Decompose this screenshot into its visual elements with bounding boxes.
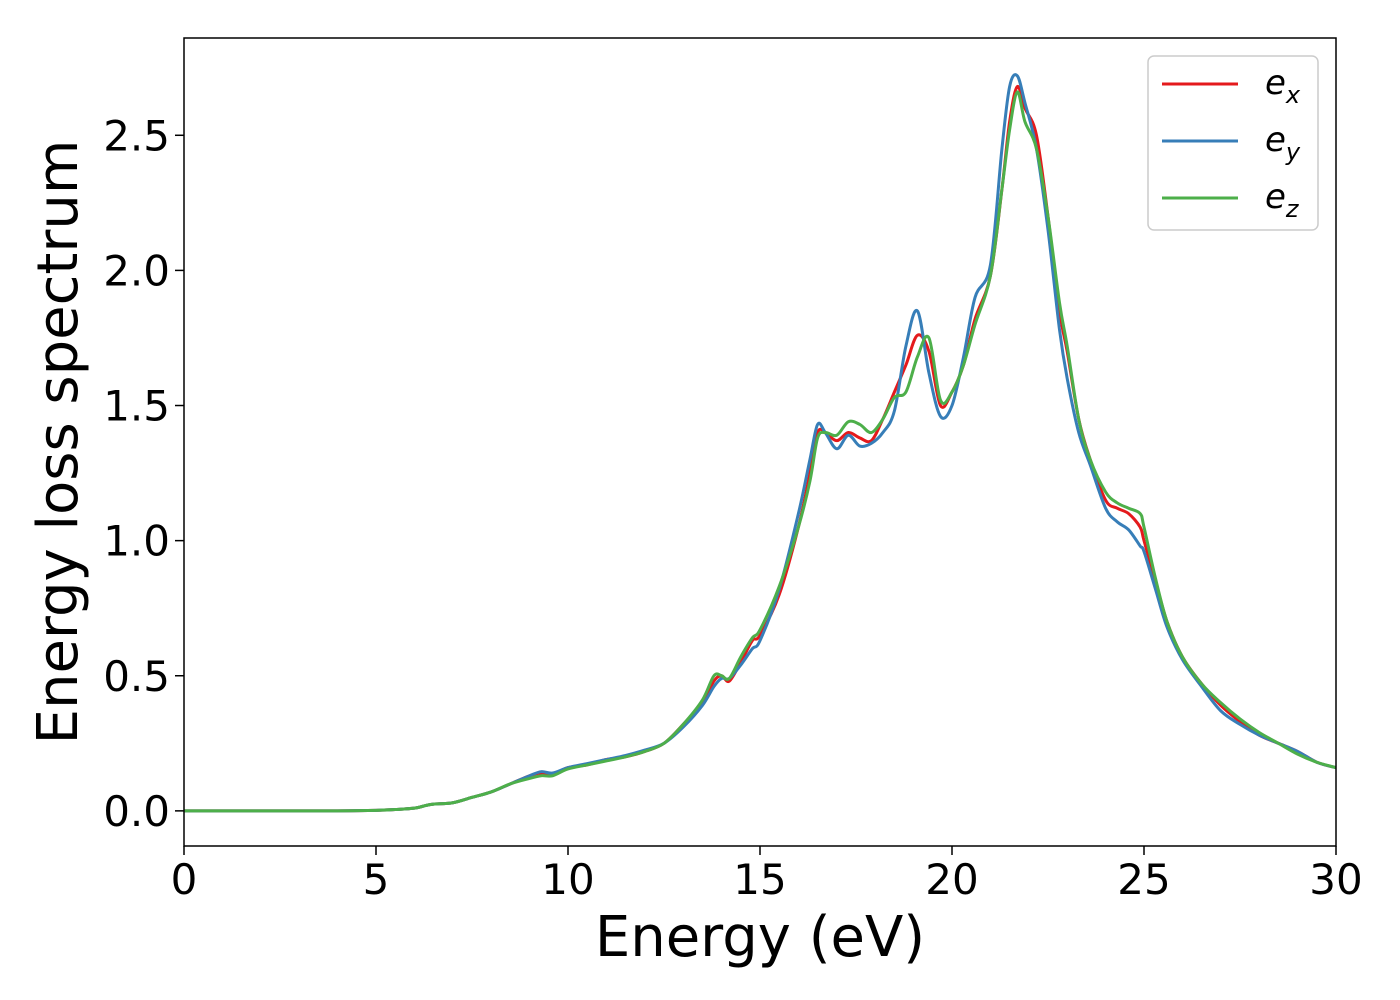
y-tick-label: 0.0 bbox=[103, 787, 170, 836]
y-tick-label: 2.5 bbox=[103, 111, 170, 160]
legend-label-z: ez bbox=[1265, 177, 1300, 223]
x-tick-label: 25 bbox=[1117, 855, 1170, 904]
legend-box bbox=[1147, 55, 1319, 231]
x-tick-label: 15 bbox=[733, 855, 786, 904]
x-tick-label: 0 bbox=[171, 855, 198, 904]
x-tick-label: 30 bbox=[1309, 855, 1362, 904]
legend-label-x: ex bbox=[1265, 63, 1301, 109]
x-tick-label: 5 bbox=[363, 855, 390, 904]
y-tick-label: 0.5 bbox=[103, 652, 170, 701]
x-tick-label: 20 bbox=[925, 855, 978, 904]
x-axis-ticks: 0 5 10 15 20 25 30 bbox=[171, 846, 1363, 904]
series-layer bbox=[184, 73, 1337, 813]
y-tick-label: 1.5 bbox=[103, 382, 170, 431]
y-axis-label: Energy loss spectrum bbox=[26, 140, 91, 745]
y-axis-ticks: 0.0 0.5 1.0 1.5 2.0 2.5 bbox=[103, 111, 184, 836]
y-tick-label: 2.0 bbox=[103, 246, 170, 295]
legend: ex ey ez bbox=[1147, 55, 1319, 231]
x-tick-label: 10 bbox=[541, 855, 594, 904]
y-tick-label: 1.0 bbox=[103, 517, 170, 566]
x-axis-label: Energy (eV) bbox=[595, 905, 925, 970]
series-line-z bbox=[184, 90, 1337, 813]
legend-label-y: ey bbox=[1265, 120, 1301, 166]
